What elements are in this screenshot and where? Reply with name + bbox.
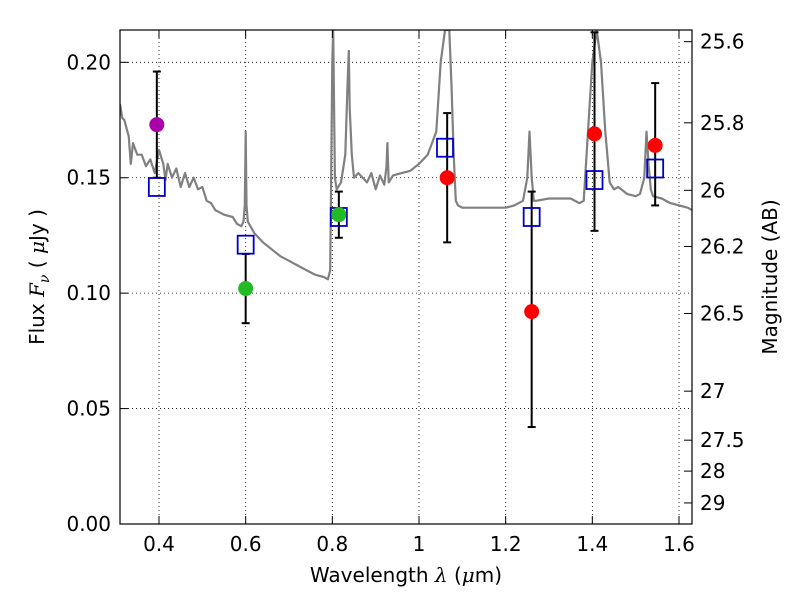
model-square-marker	[522, 207, 541, 227]
x-tick-label: 1.2	[490, 532, 522, 556]
x-tick-label: 1.4	[576, 532, 608, 556]
y-label-mu: μ	[25, 241, 49, 254]
x-label-mu: μ	[462, 563, 475, 587]
model-marker-layer	[147, 137, 665, 255]
spectrum-layer	[120, 30, 692, 281]
model-square-marker	[147, 177, 166, 197]
grid	[120, 30, 692, 524]
y2-tick-label: 25.6	[700, 30, 745, 54]
observed-point-marker	[238, 281, 254, 297]
y-tick-label: 0.15	[66, 166, 111, 190]
y2-tick-label: 26.2	[700, 234, 745, 258]
model-square-marker	[236, 234, 255, 255]
x-label-lambda: λ	[434, 563, 448, 587]
x-label-mid: (	[448, 563, 462, 587]
observed-point-marker	[524, 304, 540, 320]
x-tick-label: 0.4	[143, 532, 175, 556]
y2-tick-label: 26.5	[700, 301, 745, 325]
model-square-marker	[585, 170, 604, 190]
y2-tick-label: 29	[700, 491, 725, 515]
errorbar-layer	[152, 31, 660, 429]
model-square-marker	[646, 158, 665, 179]
spectrum-line	[120, 30, 692, 281]
observed-marker-layer	[149, 117, 663, 320]
y2-tick-label: 25.8	[700, 111, 745, 135]
y-tick-label: 0.00	[66, 512, 111, 536]
y2-axis-label: Magnitude (AB)	[758, 199, 782, 354]
y-tick-label: 0.10	[66, 281, 111, 305]
x-label-prefix: Wavelength	[310, 563, 435, 587]
observed-point-marker	[647, 137, 663, 153]
y-label-prefix: Flux	[25, 297, 49, 345]
x-label-unit: m)	[475, 563, 502, 587]
x-tick-label: 1.6	[663, 532, 695, 556]
y2-tick-label: 27	[700, 379, 725, 403]
x-tick-label: 0.8	[316, 532, 348, 556]
observed-point-marker	[331, 207, 347, 223]
y2-tick-label: 28	[700, 459, 725, 483]
observed-point-marker	[439, 170, 455, 186]
observed-point-marker	[149, 117, 165, 133]
y-label-mid: (	[25, 254, 49, 275]
y-label-unit: Jy )	[25, 209, 49, 243]
x-tick-label: 0.6	[230, 532, 262, 556]
y-axis-label: Flux Fν ( μJy )	[25, 209, 53, 345]
x-tick-label: 1	[413, 532, 426, 556]
model-square-marker	[436, 137, 454, 158]
x-axis-label: Wavelength λ (μm)	[310, 563, 502, 587]
observed-point-marker	[587, 126, 602, 142]
axis-ticks: 0.4 0.6 0.8 1 1.2 1.4 1.6 0.00 0.05 0.10 0.15 0.20 2…	[66, 30, 744, 556]
y-tick-label: 0.05	[66, 397, 111, 421]
y-label-nu: ν	[37, 274, 53, 283]
y2-tick-label: 27.5	[700, 428, 745, 452]
y-tick-label: 0.20	[66, 50, 111, 74]
plot-frame	[119, 29, 693, 525]
y2-tick-label: 26	[700, 178, 725, 202]
y-label-f: F	[25, 282, 49, 298]
